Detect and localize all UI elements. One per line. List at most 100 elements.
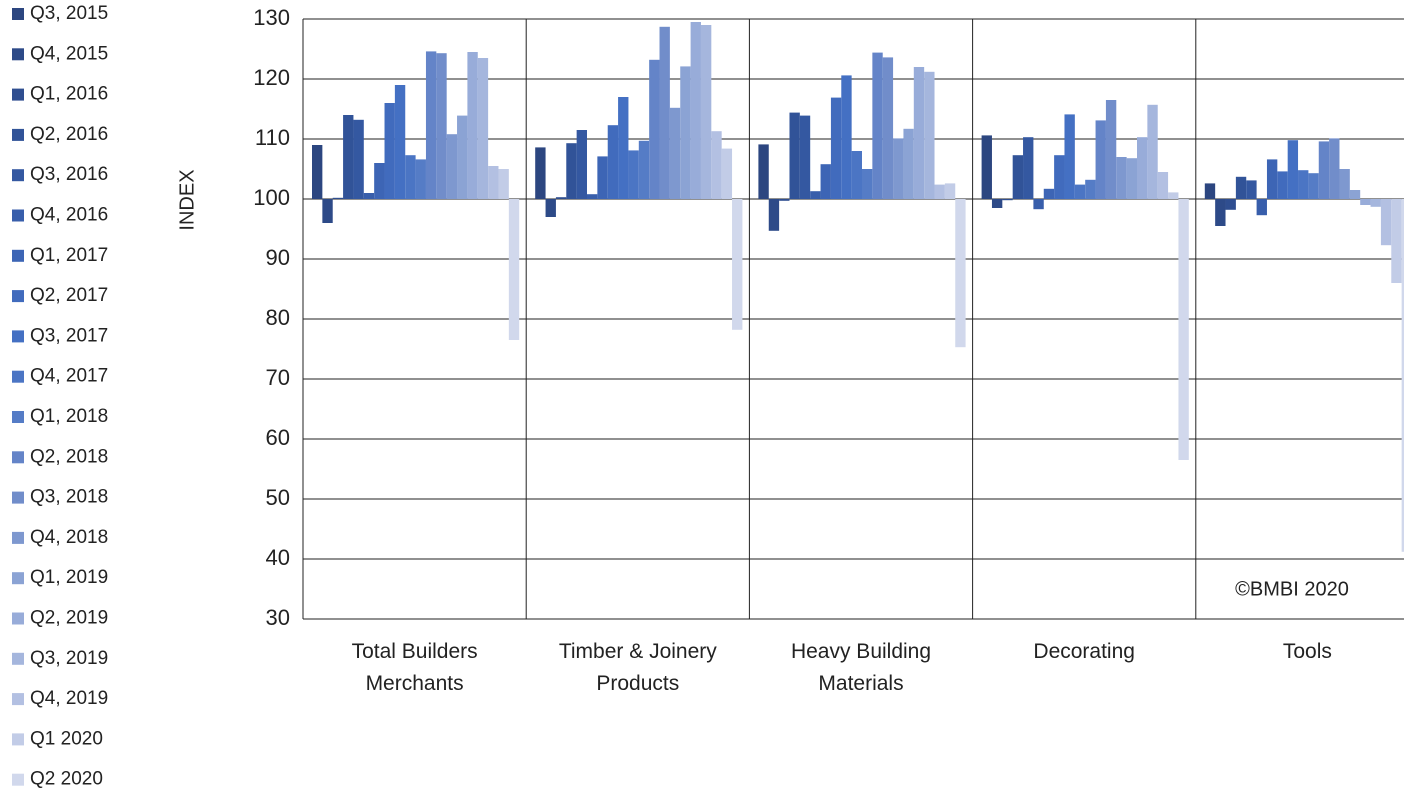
bar bbox=[1002, 199, 1013, 201]
legend-swatch bbox=[12, 733, 24, 746]
bar bbox=[1043, 188, 1055, 199]
legend-label: Q1, 2017 bbox=[30, 245, 108, 266]
bar bbox=[1246, 180, 1257, 199]
bar bbox=[1178, 199, 1189, 460]
bar bbox=[659, 26, 670, 199]
legend-label: Q1, 2019 bbox=[30, 567, 108, 588]
x-tick-label: Decorating bbox=[1033, 640, 1135, 663]
bar bbox=[1147, 104, 1158, 199]
legend-swatch bbox=[12, 693, 24, 706]
legend-label: Q2, 2016 bbox=[30, 124, 108, 145]
bar bbox=[1126, 158, 1137, 199]
bar bbox=[1235, 176, 1247, 199]
y-tick-label: 70 bbox=[266, 365, 290, 390]
bar bbox=[669, 107, 681, 199]
bar bbox=[405, 155, 416, 199]
y-tick-label: 100 bbox=[253, 185, 290, 210]
bar bbox=[1298, 170, 1309, 199]
legend-label: Q2, 2019 bbox=[30, 608, 108, 629]
bar bbox=[607, 125, 619, 199]
bar bbox=[1318, 141, 1330, 199]
bar bbox=[981, 135, 992, 199]
bar bbox=[913, 67, 925, 199]
bar bbox=[944, 183, 956, 199]
bar bbox=[1266, 159, 1278, 199]
bar bbox=[799, 115, 811, 199]
legend-swatch bbox=[12, 290, 24, 303]
bar bbox=[457, 115, 468, 199]
y-tick-label: 110 bbox=[255, 125, 290, 150]
y-tick-label: 80 bbox=[266, 305, 290, 330]
legend-label: Q3, 2016 bbox=[30, 164, 108, 185]
bar bbox=[1105, 100, 1117, 199]
bar bbox=[934, 184, 945, 199]
bar bbox=[1137, 137, 1148, 199]
y-tick-label: 90 bbox=[266, 245, 290, 270]
legend-swatch bbox=[12, 128, 24, 141]
x-tick-label: Heavy Building Materials bbox=[790, 640, 932, 695]
bar bbox=[732, 199, 743, 330]
bar bbox=[1380, 199, 1392, 246]
y-tick-label: 40 bbox=[266, 545, 290, 570]
bar bbox=[535, 147, 546, 199]
legend-swatch bbox=[12, 330, 24, 343]
bar bbox=[862, 169, 873, 199]
bar bbox=[700, 25, 712, 199]
y-tick-label: 130 bbox=[253, 5, 290, 30]
legend-label: Q1 2020 bbox=[30, 728, 103, 749]
legend-swatch bbox=[12, 411, 24, 423]
y-axis-label: INDEX bbox=[176, 169, 198, 230]
bar bbox=[1074, 184, 1086, 199]
bar bbox=[1033, 199, 1044, 210]
legend-swatch bbox=[12, 612, 24, 625]
legend-label: Q1, 2016 bbox=[30, 84, 108, 105]
bar bbox=[768, 199, 780, 231]
bar bbox=[394, 85, 406, 199]
x-tick-label: Timber & Joinery Products bbox=[558, 640, 717, 695]
bar bbox=[415, 159, 426, 199]
legend-label: Q4, 2017 bbox=[30, 366, 108, 387]
legend-swatch bbox=[12, 491, 24, 504]
bar bbox=[1012, 155, 1024, 199]
legend-label: Q3, 2018 bbox=[30, 487, 108, 508]
legend-swatch bbox=[12, 652, 24, 665]
bar bbox=[1277, 171, 1288, 199]
bar bbox=[618, 97, 629, 199]
bar bbox=[587, 194, 598, 199]
bar bbox=[1116, 157, 1127, 199]
bar bbox=[566, 143, 577, 199]
bar bbox=[830, 97, 842, 199]
legend-label: Q3, 2017 bbox=[30, 325, 108, 346]
bar bbox=[810, 191, 821, 199]
bar bbox=[353, 119, 364, 199]
bar bbox=[436, 53, 447, 200]
bar bbox=[711, 131, 722, 199]
bar bbox=[363, 193, 375, 199]
bar bbox=[872, 52, 883, 199]
bar bbox=[374, 163, 385, 199]
bar bbox=[508, 199, 520, 340]
legend-label: Q2, 2017 bbox=[30, 285, 108, 306]
bar bbox=[1360, 199, 1371, 205]
bar bbox=[1095, 120, 1106, 199]
legend-label: Q4, 2015 bbox=[30, 43, 108, 64]
y-tick-label: 30 bbox=[266, 605, 290, 630]
bar bbox=[1401, 199, 1404, 552]
legend-swatch bbox=[12, 88, 24, 101]
bar bbox=[882, 57, 894, 200]
legend-label: Q2 2020 bbox=[30, 769, 103, 790]
bar bbox=[1054, 155, 1065, 199]
bar bbox=[446, 134, 458, 199]
bar bbox=[1329, 138, 1340, 199]
bar bbox=[955, 199, 966, 348]
bar bbox=[903, 128, 914, 199]
bar bbox=[1215, 199, 1226, 226]
bar bbox=[779, 199, 790, 201]
bar bbox=[1064, 114, 1075, 199]
bar bbox=[425, 51, 437, 200]
bar bbox=[1204, 183, 1216, 199]
bar bbox=[1157, 172, 1169, 199]
bar bbox=[1339, 169, 1350, 199]
